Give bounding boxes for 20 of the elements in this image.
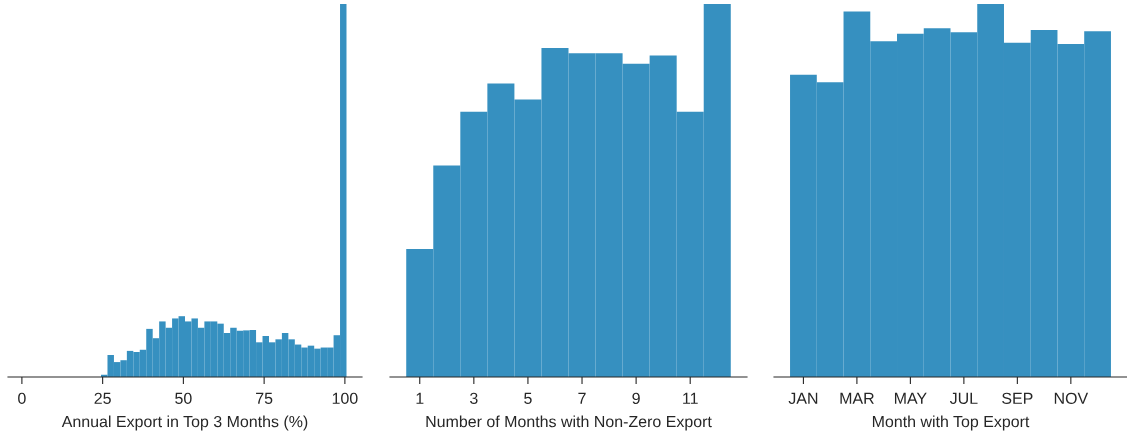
x-tick-label: MAR — [840, 392, 874, 404]
x-tick-label: MAY — [894, 392, 927, 404]
x-tick-label: 0 — [18, 392, 26, 405]
x-axis-title: Month with Top Export — [872, 415, 1030, 431]
x-tick-label: 50 — [175, 392, 192, 405]
x-tick-label: 7 — [578, 392, 586, 404]
x-tick-label: 100 — [332, 392, 358, 405]
x-tick-label: 1 — [416, 392, 424, 404]
x-tick-label: 5 — [524, 392, 532, 405]
x-tick-label: 3 — [470, 392, 478, 405]
x-tick-label: 11 — [683, 392, 698, 404]
x-tick-label: 25 — [94, 392, 111, 405]
x-tick-label: SEP — [1002, 392, 1033, 405]
x-tick-label: JAN — [788, 392, 818, 405]
x-tick-label: 9 — [632, 392, 640, 405]
x-axis-title: Annual Export in Top 3 Months (%) — [61, 415, 308, 431]
x-tick-label: JUL — [949, 392, 978, 405]
x-tick-label: NOV — [1054, 392, 1089, 405]
x-axis-title: Number of Months with Non-Zero Export — [426, 415, 712, 431]
x-tick-label: 75 — [256, 392, 273, 405]
